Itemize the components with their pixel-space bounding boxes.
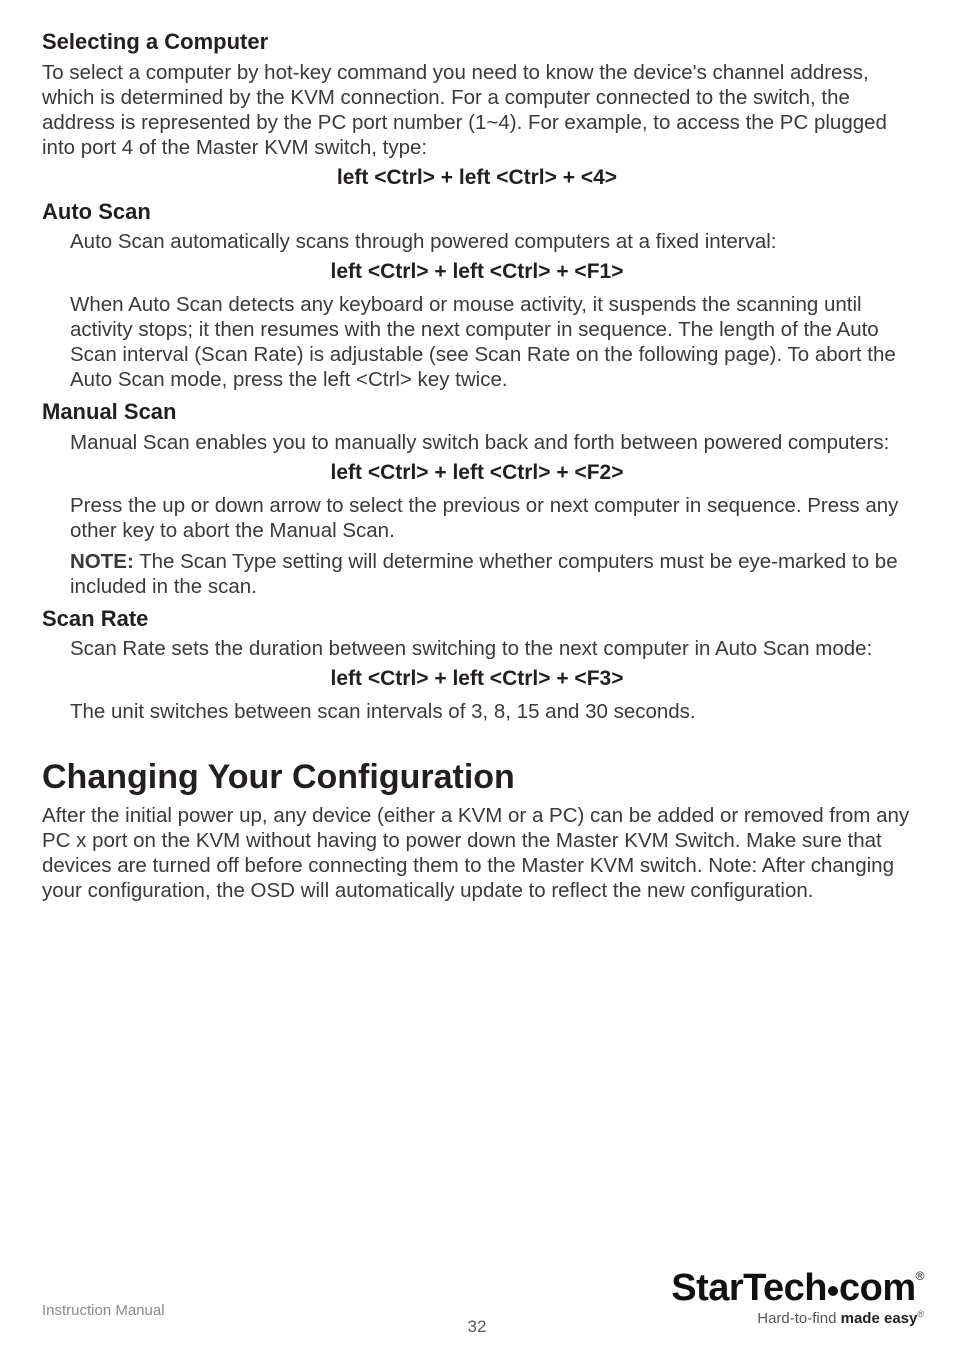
tagline-mark: ® [917,1309,924,1319]
para-selecting-computer: To select a computer by hot-key command … [42,60,912,160]
hotkey-manual-scan: left <Ctrl> + left <Ctrl> + <F2> [42,461,912,485]
para-manual-scan-usage: Press the up or down arrow to select the… [42,493,912,543]
brand-tagline: Hard-to-find made easy® [671,1309,924,1327]
brand-logo: StarTechcom® Hard-to-find made easy® [671,1269,924,1327]
heading-scan-rate: Scan Rate [42,605,912,633]
brand-wordmark: StarTech com® [671,1269,924,1307]
brand-part-b: com [839,1267,916,1309]
note-scan-type: NOTE: The Scan Type setting will determi… [42,549,912,599]
note-text: The Scan Type setting will determine whe… [70,550,898,598]
note-label: NOTE: [70,550,134,573]
hotkey-select-port: left <Ctrl> + left <Ctrl> + <4> [42,166,912,190]
dot-icon [828,1286,838,1296]
para-auto-scan-intro: Auto Scan automatically scans through po… [42,229,912,254]
registered-mark: ® [916,1269,924,1283]
para-scan-rate-intro: Scan Rate sets the duration between swit… [42,636,912,661]
heading-changing-config: Changing Your Configuration [42,758,912,797]
heading-manual-scan: Manual Scan [42,398,912,426]
heading-selecting-computer: Selecting a Computer [42,28,912,56]
hotkey-scan-rate: left <Ctrl> + left <Ctrl> + <F3> [42,667,912,691]
para-manual-scan-intro: Manual Scan enables you to manually swit… [42,430,912,455]
brand-part-a: StarTech [671,1267,827,1309]
tagline-a: Hard-to-find [757,1310,840,1327]
para-changing-config: After the initial power up, any device (… [42,803,912,903]
heading-auto-scan: Auto Scan [42,198,912,226]
para-scan-rate-intervals: The unit switches between scan intervals… [42,699,912,724]
tagline-b: made easy [841,1310,918,1327]
para-auto-scan-detail: When Auto Scan detects any keyboard or m… [42,292,912,392]
hotkey-auto-scan: left <Ctrl> + left <Ctrl> + <F1> [42,260,912,284]
